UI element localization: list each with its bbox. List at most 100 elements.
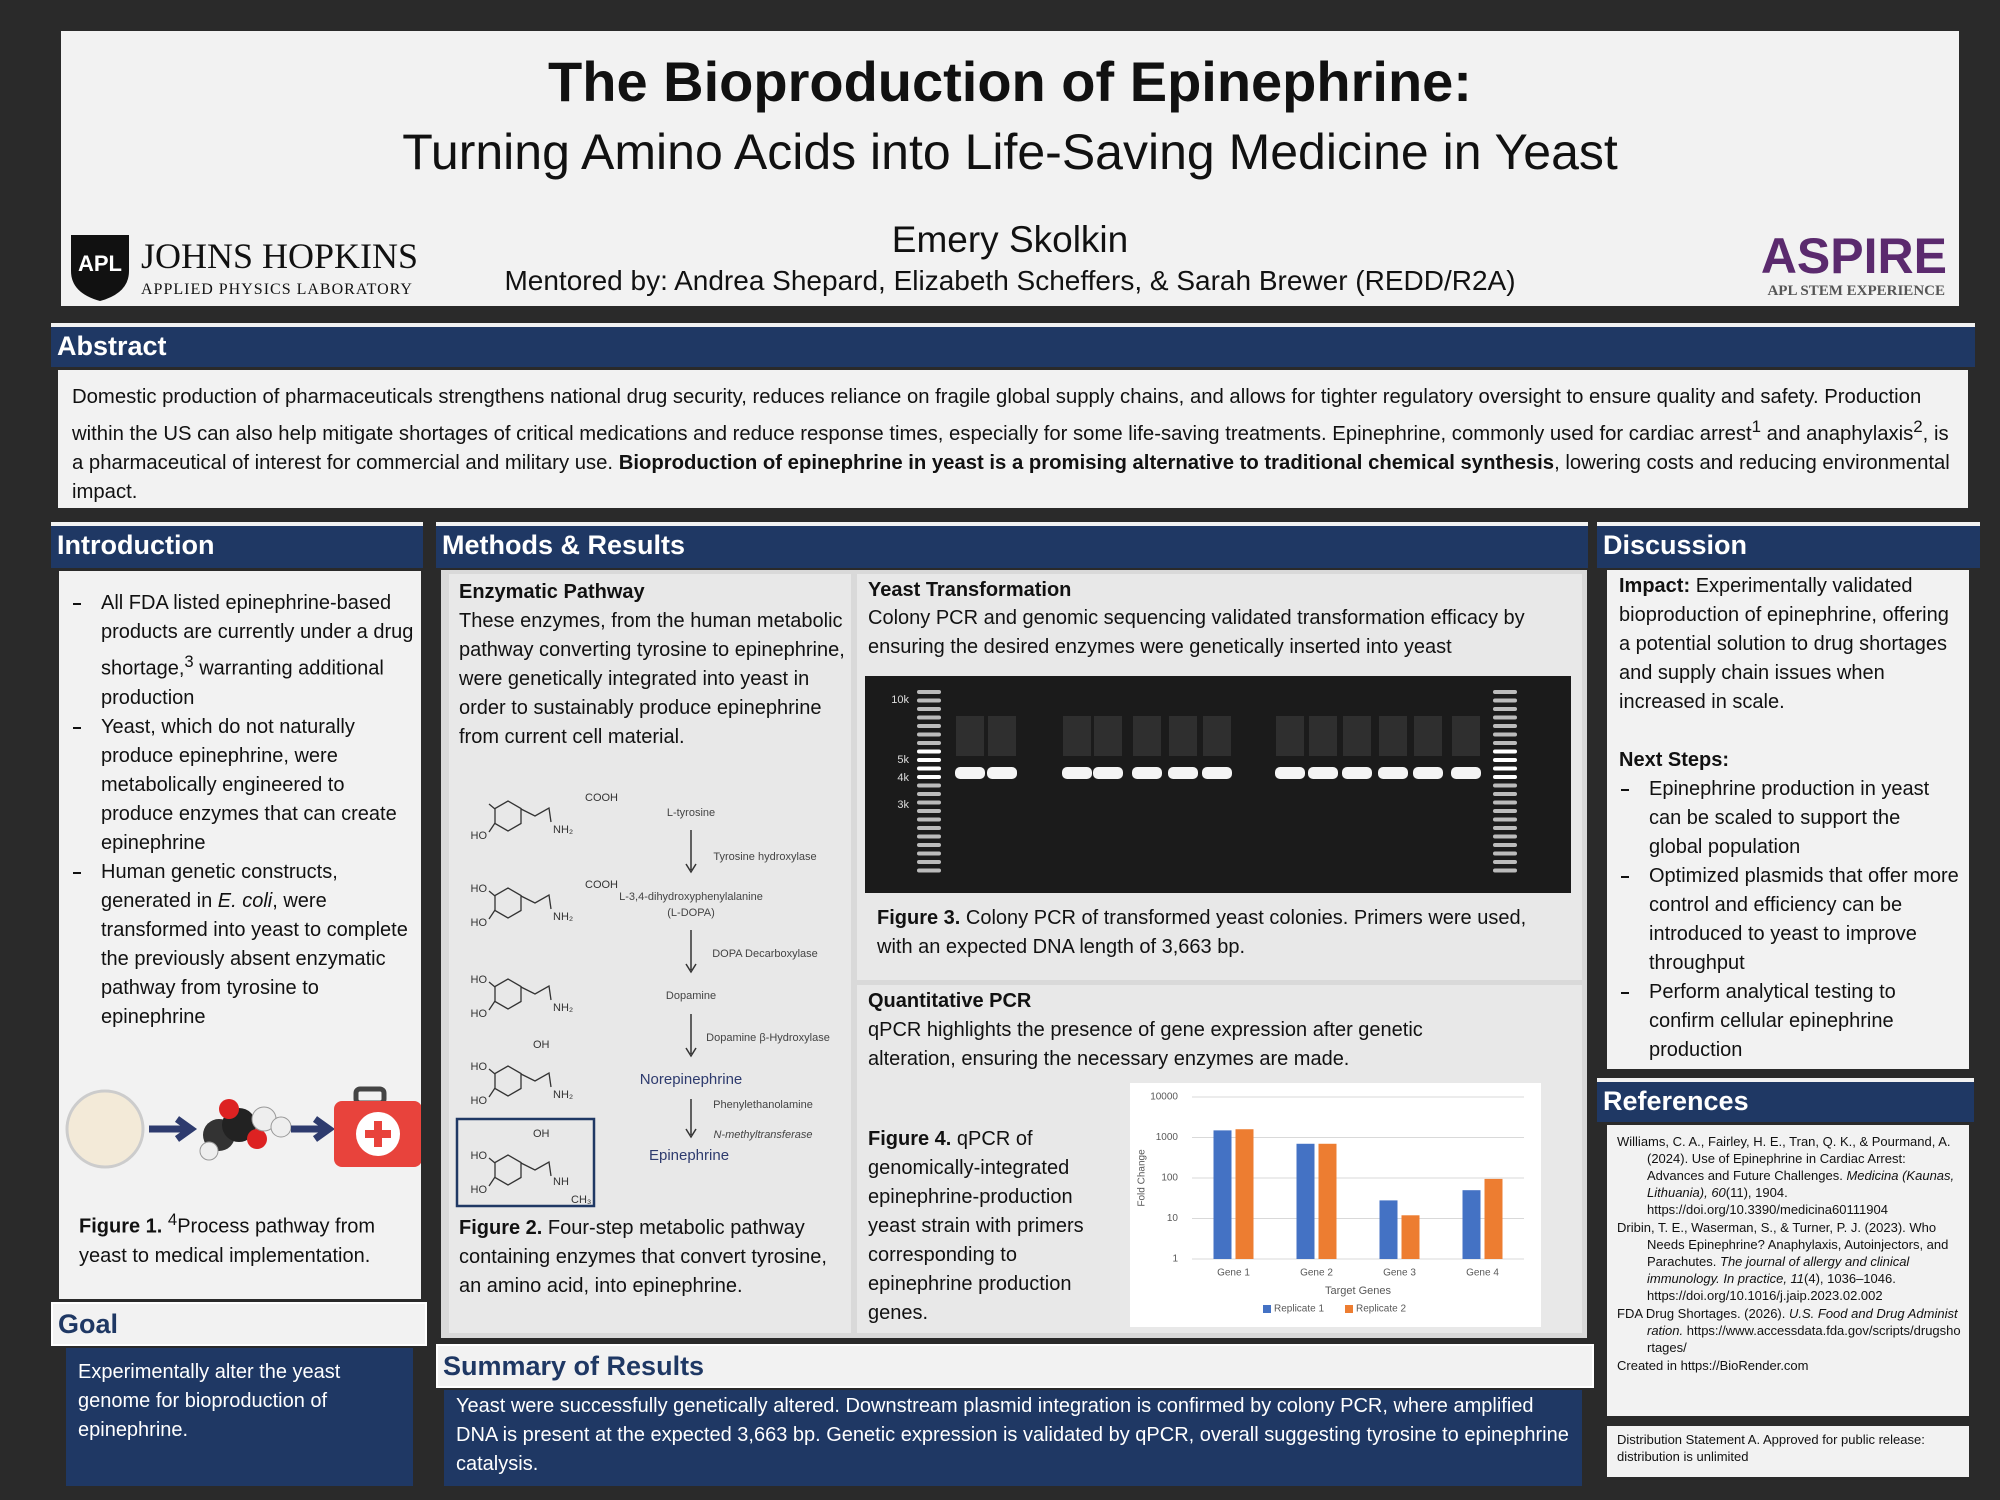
ladder-band bbox=[917, 860, 941, 864]
italic-text: E. coli bbox=[217, 889, 273, 912]
faint-band bbox=[1063, 716, 1091, 756]
text: Experimentally validated bioproduction o… bbox=[1619, 575, 1949, 713]
ladder-band bbox=[917, 724, 941, 728]
text: Four-step metabolic pathway containing e… bbox=[459, 1217, 827, 1297]
atom-label: HO bbox=[471, 974, 488, 986]
sup: 2 bbox=[1913, 417, 1923, 436]
kit-handle bbox=[353, 1086, 387, 1106]
compound: Dopamine bbox=[666, 990, 716, 1002]
y-axis-label: Fold Change bbox=[1137, 1149, 1148, 1207]
benzene-ring bbox=[494, 978, 522, 1010]
text: , lowering costs and reducing environmen… bbox=[72, 451, 1950, 503]
enzymatic-panel: Enzymatic Pathway These enzymes, from th… bbox=[449, 574, 851, 1333]
reference: Dribin, T. E., Waserman, S., & Turner, P… bbox=[1617, 1219, 1961, 1304]
ladder-band bbox=[1493, 860, 1517, 864]
enzyme: DOPA Decarboxylase bbox=[712, 948, 818, 960]
panel-title: Quantitative PCR bbox=[868, 990, 1032, 1012]
dash bbox=[1621, 876, 1629, 878]
text: Created in https://BioRender.com bbox=[1617, 1358, 1809, 1373]
atom-label: HO bbox=[471, 1008, 488, 1020]
dna-band bbox=[1308, 767, 1338, 779]
text: Process pathway from yeast to medical im… bbox=[79, 1215, 376, 1267]
ladder-band bbox=[917, 809, 941, 813]
text: FDA Drug Shortages. (2026). bbox=[1617, 1306, 1789, 1321]
arrow bbox=[149, 1116, 198, 1142]
ladder-band bbox=[917, 851, 941, 856]
bar bbox=[1462, 1190, 1481, 1259]
y-tick-label: 10 bbox=[1167, 1213, 1179, 1224]
legend-label: Replicate 2 bbox=[1356, 1304, 1406, 1315]
faint-band bbox=[1309, 716, 1337, 756]
atom-label: NH₂ bbox=[553, 1089, 573, 1101]
bullet: Yeast, which do not naturally produce ep… bbox=[71, 713, 416, 858]
ladder-band bbox=[1493, 741, 1517, 745]
dna-band bbox=[955, 767, 985, 779]
gel-label: 4k bbox=[897, 772, 909, 784]
enzyme: N-methyltransferase bbox=[713, 1129, 812, 1141]
faint-band bbox=[1452, 716, 1480, 756]
bar bbox=[1213, 1130, 1232, 1259]
x-axis-label: Target Genes bbox=[1325, 1285, 1392, 1297]
dna-band bbox=[1275, 767, 1305, 779]
summary-body: Yeast were successfully genetically alte… bbox=[444, 1390, 1582, 1486]
figure-label: Figure 3. bbox=[877, 907, 961, 929]
benzene-ring bbox=[494, 800, 522, 832]
bond bbox=[488, 803, 552, 833]
author: Emery Skolkin bbox=[891, 219, 1129, 260]
ladder-band bbox=[917, 741, 941, 745]
ladder-band bbox=[1493, 868, 1517, 873]
ladder-band bbox=[917, 843, 941, 847]
logo-name: JOHNS HOPKINS bbox=[141, 236, 419, 276]
abstract-body: Domestic production of pharmaceuticals s… bbox=[58, 370, 1968, 508]
impact: Impact: Experimentally validated bioprod… bbox=[1619, 572, 1959, 717]
bullet: Epinephrine production in yeast can be s… bbox=[1619, 775, 1959, 862]
ladder-band bbox=[917, 707, 941, 711]
gel-label: 10k bbox=[891, 694, 909, 706]
figure-label: Figure 1. bbox=[79, 1215, 163, 1238]
sup: 1 bbox=[1751, 417, 1762, 436]
faint-band bbox=[1203, 716, 1231, 756]
text: Optimized plasmids that offer more contr… bbox=[1649, 865, 1959, 974]
arrow bbox=[685, 830, 697, 874]
ladder-band bbox=[1493, 732, 1517, 737]
reference: Williams, C. A., Fairley, H. E., Tran, Q… bbox=[1617, 1133, 1961, 1218]
text: Dribin, T. E., Waserman, S., & Turner, P… bbox=[1617, 1220, 1949, 1269]
ladder-band bbox=[1493, 817, 1517, 822]
text: Epinephrine production in yeast can be s… bbox=[1649, 778, 1930, 858]
goal-heading: Goal bbox=[51, 1302, 427, 1346]
italic-text: The journal of allergy and clinical immu… bbox=[1647, 1254, 1910, 1286]
ladder-band bbox=[917, 715, 941, 720]
faint-band bbox=[1276, 716, 1304, 756]
ladder-band bbox=[917, 775, 941, 779]
bond bbox=[488, 1157, 552, 1187]
dna-band bbox=[1132, 767, 1162, 779]
compound: L-3,4-dihydroxyphenylalanine bbox=[619, 891, 763, 903]
benzene-ring bbox=[494, 1154, 522, 1186]
header: The Bioproduction of Epinephrine: Turnin… bbox=[61, 31, 1959, 306]
atom bbox=[247, 1129, 267, 1149]
compound: L-tyrosine bbox=[667, 807, 715, 819]
atom-label: NH₂ bbox=[553, 824, 573, 836]
ladder-band bbox=[917, 690, 941, 694]
next-steps-label: Next Steps: bbox=[1619, 749, 1730, 771]
dna-band bbox=[1062, 767, 1092, 779]
figure3-caption: Figure 3. Colony PCR of transformed yeas… bbox=[877, 904, 1567, 962]
ladder-band bbox=[1493, 715, 1517, 720]
benzene-ring bbox=[494, 1065, 522, 1097]
legend-label: Replicate 1 bbox=[1274, 1304, 1324, 1315]
references-body: Williams, C. A., Fairley, H. E., Tran, Q… bbox=[1607, 1125, 1969, 1416]
y-tick-label: 100 bbox=[1161, 1173, 1178, 1184]
petri-dish bbox=[65, 1089, 145, 1169]
ladder-band bbox=[917, 698, 941, 703]
x-tick-label: Gene 1 bbox=[1217, 1268, 1250, 1279]
figure2-caption: Figure 2. Four-step metabolic pathway co… bbox=[459, 1214, 844, 1301]
legend-swatch bbox=[1263, 1305, 1271, 1313]
discussion-body: Impact: Experimentally validated bioprod… bbox=[1607, 570, 1969, 1069]
dash bbox=[1621, 789, 1629, 791]
compound: Norepinephrine bbox=[640, 1071, 743, 1088]
subtitle: Turning Amino Acids into Life-Saving Med… bbox=[402, 124, 1618, 180]
dna-band bbox=[987, 767, 1017, 779]
figure1-caption: Figure 1. 4Process pathway from yeast to… bbox=[79, 1205, 419, 1271]
faint-band bbox=[1094, 716, 1122, 756]
panel-title: Enzymatic Pathway bbox=[459, 581, 645, 603]
